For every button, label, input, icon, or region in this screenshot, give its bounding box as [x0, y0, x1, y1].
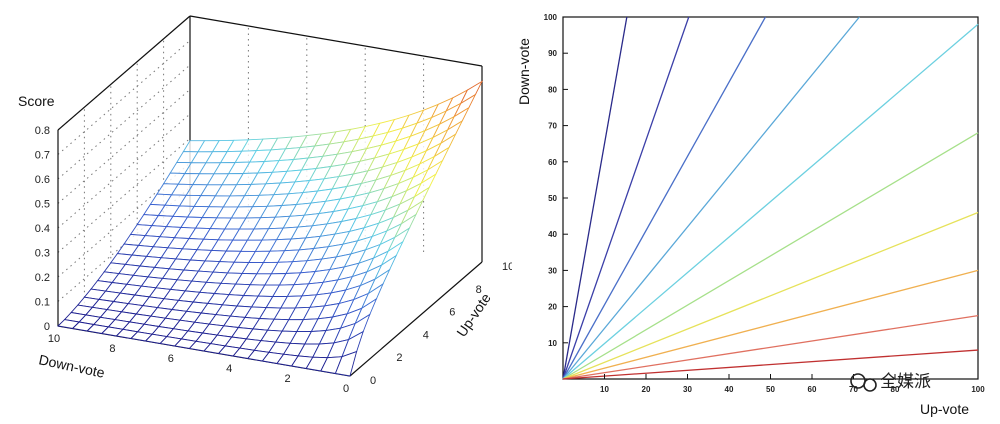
y-tick-label: 30 — [548, 266, 557, 275]
x-tick-label: 10 — [48, 333, 60, 345]
contour-line — [562, 211, 979, 380]
gridline — [57, 40, 191, 155]
contour-line — [562, 23, 979, 380]
x-tick-label: 0 — [343, 383, 349, 395]
tick-labels: 0 0.1 0.2 0.3 0.4 0.5 0.6 0.7 0.8 10 8 6 4 2 0 0 2 4 6 8 10 — [35, 125, 512, 395]
y-tick-label: 6 — [449, 307, 455, 319]
surface-chart: 00.10.20.30.40.50.60.70.810864200246810 … — [18, 15, 512, 395]
z-tick-label: 0.1 — [35, 297, 50, 309]
x-tick-label: 40 — [725, 385, 734, 394]
y-axis-title: Up-vote — [453, 290, 494, 340]
box-edge — [349, 261, 483, 377]
box-edge — [57, 15, 191, 131]
x-tick-label: 2 — [285, 373, 291, 385]
contour-line — [562, 16, 860, 380]
z-tick-label: 0.5 — [35, 199, 50, 211]
contour-lines — [562, 16, 979, 380]
z-tick-label: 0.6 — [35, 174, 50, 186]
y-tick-label: 2 — [396, 352, 402, 364]
contour-line — [562, 16, 690, 380]
surface-cell — [334, 350, 358, 377]
y-tick-label: 70 — [548, 122, 557, 131]
y-tick-label: 90 — [548, 49, 557, 58]
y-tick-label: 80 — [548, 85, 557, 94]
watermark-logo-icon — [850, 373, 877, 392]
y-tick-label: 20 — [548, 303, 557, 312]
z-tick-label: 0.3 — [35, 248, 50, 260]
contour-line — [562, 16, 767, 380]
z-tick-label: 0.2 — [35, 272, 50, 284]
x-tick-label: 80 — [891, 385, 900, 394]
z-tick-label: 0.8 — [35, 125, 50, 137]
y-tick-label: 100 — [544, 13, 558, 22]
tick-labels: 10 20 30 40 50 60 70 80 90 100 10 20 30 40 50 60 70 80 100 — [544, 13, 986, 394]
contour-line — [562, 349, 979, 380]
z-tick-label: 0.7 — [35, 150, 50, 162]
box-edge — [189, 15, 483, 67]
contour-line — [562, 132, 979, 380]
x-tick-label: 4 — [226, 363, 232, 375]
z-tick-label: 0.4 — [35, 223, 50, 235]
y-tick-label: 50 — [548, 194, 557, 203]
x-tick-label: 50 — [766, 385, 775, 394]
x-tick-label: 30 — [683, 385, 692, 394]
x-axis-title: Down-vote — [37, 351, 106, 381]
z-tick-label: 0 — [44, 321, 50, 333]
surface-mesh — [57, 80, 484, 377]
x-axis-title: Up-vote — [920, 401, 969, 417]
y-tick-label: 60 — [548, 158, 557, 167]
z-axis-title: Score — [18, 93, 55, 109]
contour-line — [562, 315, 979, 380]
watermark: 全媒派 — [850, 372, 931, 392]
y-tick-label: 10 — [548, 339, 557, 348]
y-tick-label: 10 — [502, 261, 512, 273]
watermark-text: 全媒派 — [880, 372, 931, 392]
gridline — [57, 64, 191, 180]
x-tick-label: 8 — [109, 343, 115, 355]
contour-line — [562, 269, 979, 380]
x-tick-label: 10 — [600, 385, 609, 394]
x-tick-label: 6 — [168, 353, 174, 365]
x-tick-label: 60 — [808, 385, 817, 394]
y-tick-label: 0 — [370, 375, 376, 387]
y-tick-label: 8 — [476, 284, 482, 296]
y-tick-label: 40 — [548, 230, 557, 239]
x-tick-label: 70 — [849, 385, 858, 394]
x-tick-label: 100 — [971, 385, 985, 394]
contour-line — [562, 16, 628, 380]
y-axis-title: Down-vote — [516, 38, 532, 105]
y-tick-label: 4 — [423, 329, 429, 341]
x-tick-label: 20 — [642, 385, 651, 394]
contour-chart: 10 20 30 40 50 60 70 80 90 100 10 20 30 40 50 60 70 80 100… — [516, 13, 986, 417]
